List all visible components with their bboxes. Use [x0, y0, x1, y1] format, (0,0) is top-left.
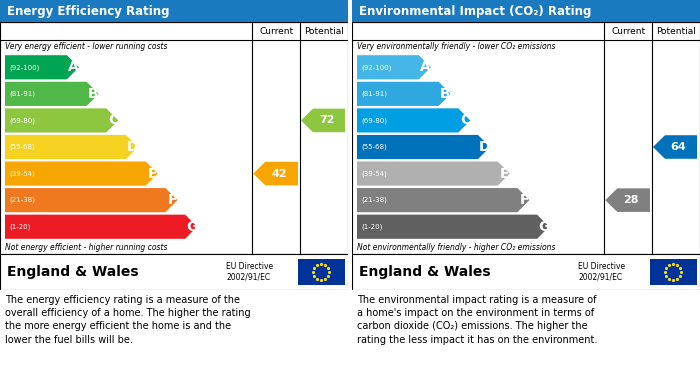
Polygon shape [5, 188, 177, 212]
Text: Very environmentally friendly - lower CO₂ emissions: Very environmentally friendly - lower CO… [357, 42, 556, 51]
Text: Current: Current [611, 27, 645, 36]
Polygon shape [5, 55, 79, 79]
Text: England & Wales: England & Wales [359, 265, 491, 279]
Text: 72: 72 [318, 115, 335, 126]
Polygon shape [653, 135, 697, 159]
Polygon shape [357, 215, 549, 239]
Text: (81-91): (81-91) [9, 91, 35, 97]
Polygon shape [5, 215, 197, 239]
Text: E: E [148, 167, 157, 181]
Text: D: D [479, 140, 491, 154]
Polygon shape [357, 135, 490, 159]
Text: F: F [167, 193, 177, 207]
Bar [352, 254, 700, 290]
Bar [352, 0, 700, 22]
Polygon shape [357, 188, 529, 212]
Text: A: A [420, 60, 431, 74]
Text: Very energy efficient - lower running costs: Very energy efficient - lower running co… [5, 42, 167, 51]
Text: Not environmentally friendly - higher CO₂ emissions: Not environmentally friendly - higher CO… [357, 243, 556, 252]
Text: (55-68): (55-68) [9, 144, 35, 150]
Polygon shape [5, 108, 118, 133]
Text: E: E [500, 167, 509, 181]
Text: EU Directive
2002/91/EC: EU Directive 2002/91/EC [578, 262, 625, 282]
Text: (92-100): (92-100) [361, 64, 391, 70]
Bar [0, 254, 348, 290]
Text: B: B [440, 87, 451, 101]
Polygon shape [357, 82, 451, 106]
Bar [650, 259, 696, 285]
Text: G: G [186, 220, 197, 234]
Text: A: A [68, 60, 79, 74]
Text: England & Wales: England & Wales [7, 265, 139, 279]
Text: 28: 28 [624, 195, 639, 205]
Bar [0, 0, 348, 22]
Text: Potential: Potential [656, 27, 696, 36]
Polygon shape [357, 161, 510, 186]
Bar [0, 22, 348, 254]
Text: (69-80): (69-80) [9, 117, 35, 124]
Text: (21-38): (21-38) [361, 197, 387, 203]
Text: (21-38): (21-38) [9, 197, 35, 203]
Text: (69-80): (69-80) [361, 117, 387, 124]
Polygon shape [606, 188, 650, 212]
Polygon shape [301, 109, 345, 132]
Polygon shape [5, 135, 138, 159]
Text: (55-68): (55-68) [361, 144, 386, 150]
Text: D: D [127, 140, 139, 154]
Bar [352, 22, 700, 254]
Polygon shape [357, 108, 470, 133]
Text: (39-54): (39-54) [361, 170, 386, 177]
Text: Energy Efficiency Rating: Energy Efficiency Rating [7, 5, 169, 18]
Text: EU Directive
2002/91/EC: EU Directive 2002/91/EC [226, 262, 273, 282]
Text: Potential: Potential [304, 27, 344, 36]
Text: (39-54): (39-54) [9, 170, 35, 177]
Polygon shape [5, 82, 99, 106]
Polygon shape [5, 161, 158, 186]
Text: 64: 64 [671, 142, 687, 152]
Text: 42: 42 [272, 169, 287, 179]
Text: Not energy efficient - higher running costs: Not energy efficient - higher running co… [5, 243, 167, 252]
Text: C: C [108, 113, 118, 127]
Text: C: C [460, 113, 470, 127]
Text: The environmental impact rating is a measure of
a home's impact on the environme: The environmental impact rating is a mea… [357, 295, 597, 344]
Text: B: B [88, 87, 99, 101]
Text: (1-20): (1-20) [9, 224, 30, 230]
Text: G: G [538, 220, 550, 234]
Bar [298, 259, 344, 285]
Text: Current: Current [259, 27, 293, 36]
Polygon shape [253, 162, 298, 185]
Text: (1-20): (1-20) [361, 224, 382, 230]
Text: Environmental Impact (CO₂) Rating: Environmental Impact (CO₂) Rating [359, 5, 592, 18]
Text: (92-100): (92-100) [9, 64, 39, 70]
Polygon shape [357, 55, 431, 79]
Text: F: F [519, 193, 528, 207]
Text: (81-91): (81-91) [361, 91, 387, 97]
Text: The energy efficiency rating is a measure of the
overall efficiency of a home. T: The energy efficiency rating is a measur… [5, 295, 251, 344]
